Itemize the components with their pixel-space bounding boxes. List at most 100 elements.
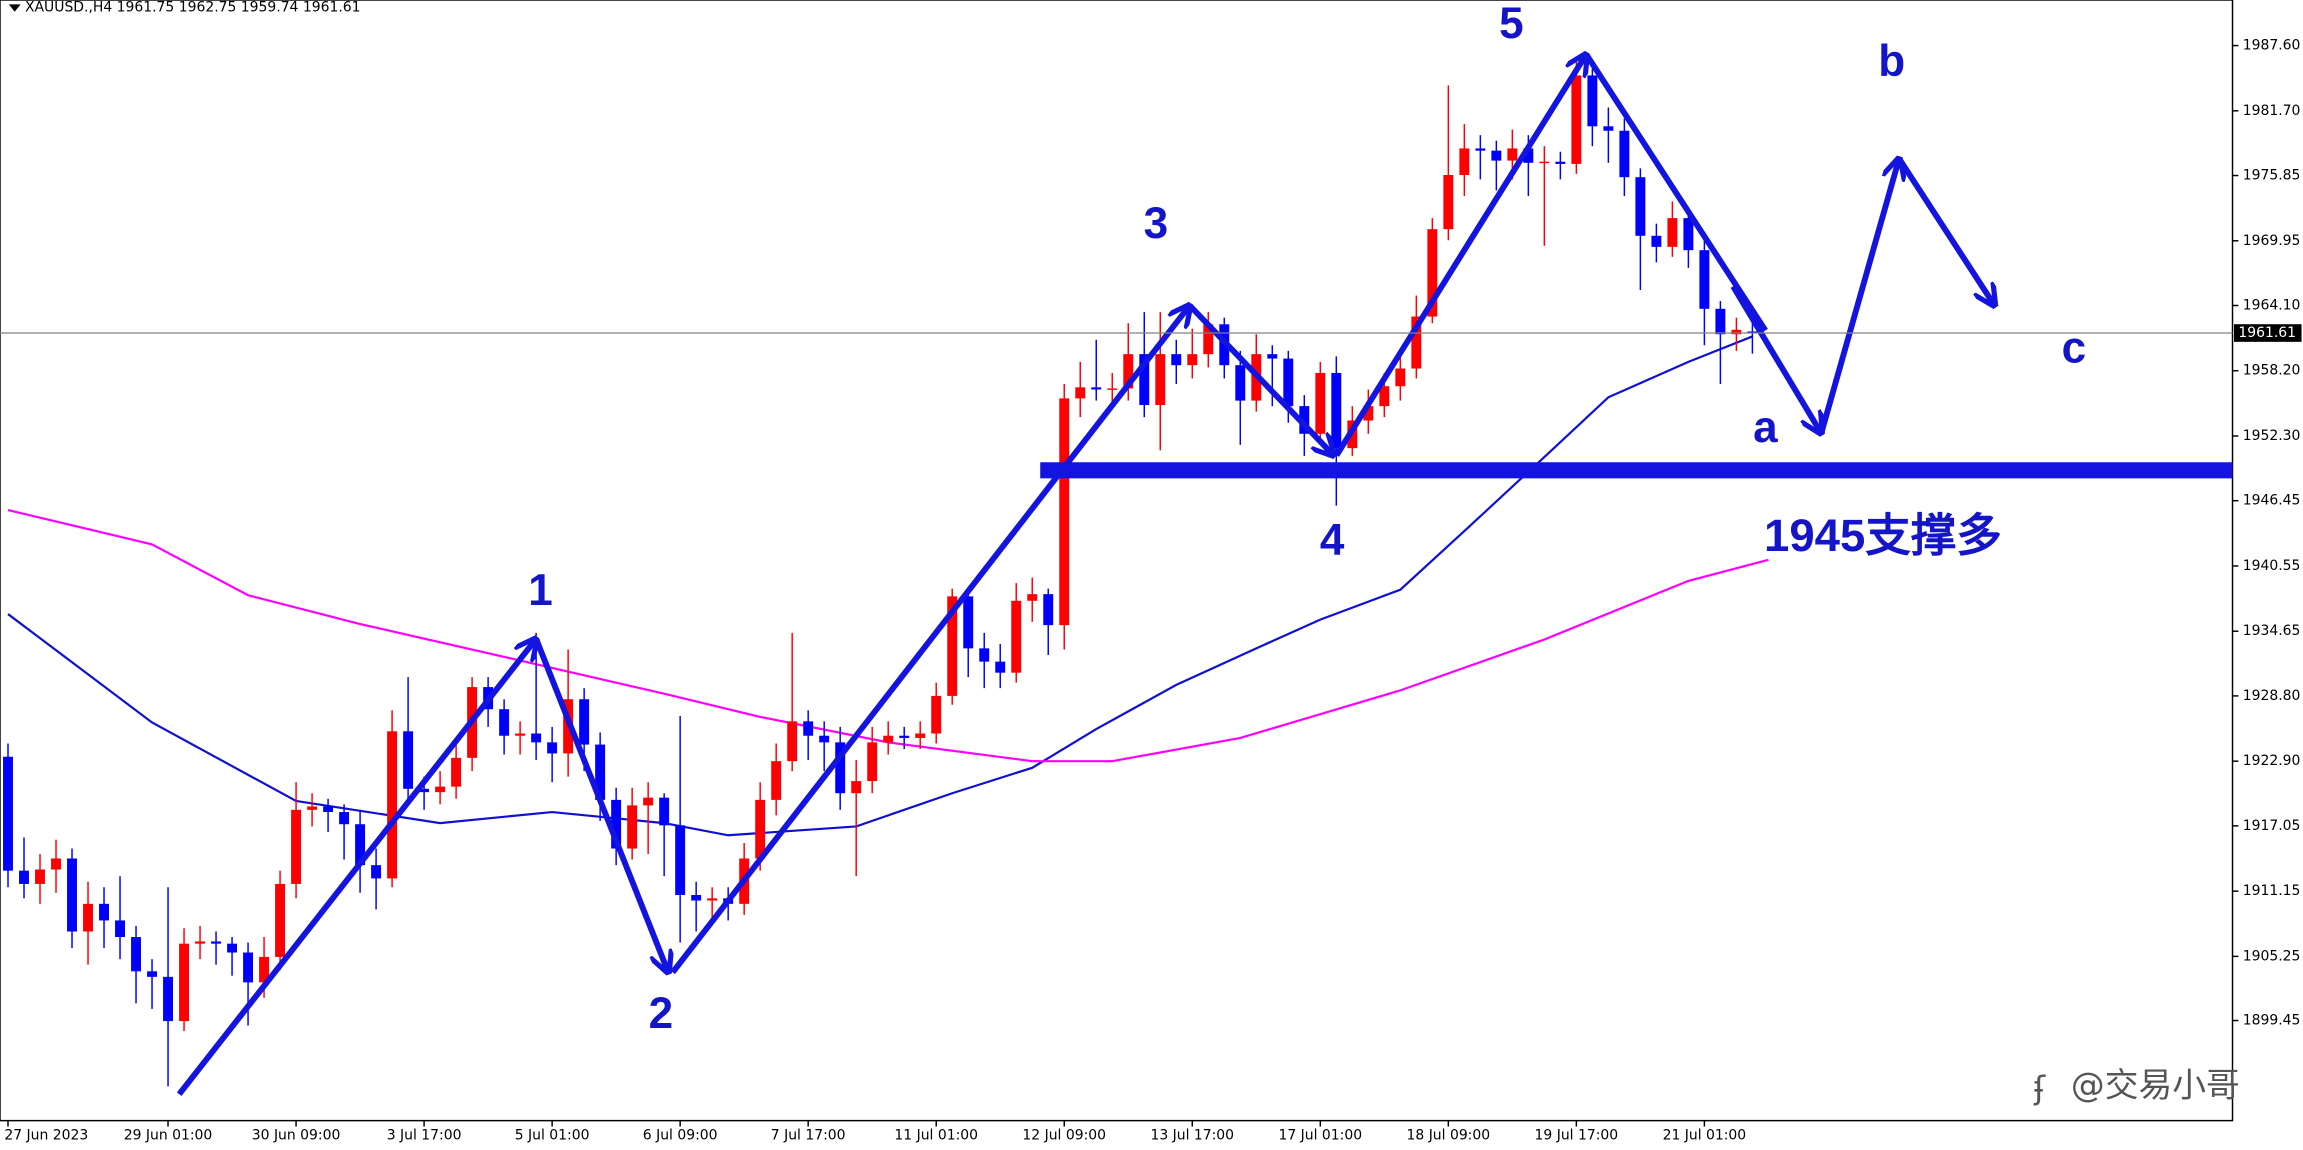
candle-body xyxy=(979,648,990,662)
candle-body xyxy=(1443,174,1454,230)
candle-body xyxy=(1507,148,1518,161)
wave-arrow xyxy=(533,637,668,972)
x-tick-label: 11 Jul 01:00 xyxy=(894,1127,978,1143)
y-tick-label: 1934.65 xyxy=(2243,623,2301,639)
wave-arrow xyxy=(1896,157,1994,306)
support-note: 1945支撑多 xyxy=(1764,510,2002,561)
x-tick-label: 19 Jul 17:00 xyxy=(1535,1127,1619,1143)
wave-arrow xyxy=(176,639,536,1097)
x-tick-label: 17 Jul 01:00 xyxy=(1279,1127,1363,1143)
y-tick-label: 1940.55 xyxy=(2243,558,2301,574)
candle-body xyxy=(1395,368,1406,387)
candle-body xyxy=(1619,130,1630,178)
candle-body xyxy=(659,797,670,826)
candle-body xyxy=(1459,148,1470,175)
y-tick-label: 1952.30 xyxy=(2243,428,2301,444)
candle-body xyxy=(1715,308,1726,335)
candle-body xyxy=(1603,126,1614,131)
candle-body xyxy=(339,812,350,825)
wave-label: 1 xyxy=(528,566,553,615)
candle-body xyxy=(1155,354,1166,406)
candle-body xyxy=(259,956,270,983)
candle-body xyxy=(1139,354,1150,406)
wave-arrow xyxy=(1583,52,1768,333)
candle-body xyxy=(131,937,141,972)
x-tick-label: 3 Jul 17:00 xyxy=(387,1127,462,1143)
candle-body xyxy=(1187,354,1198,366)
candle-body xyxy=(1011,600,1022,673)
candle-body xyxy=(1043,594,1054,626)
candle-body xyxy=(1651,235,1662,247)
candle-body xyxy=(323,806,334,813)
candle-body xyxy=(83,903,93,932)
candle-body xyxy=(595,744,606,800)
candle-body xyxy=(115,920,125,938)
y-tick-label: 1922.90 xyxy=(2243,753,2301,769)
candle-body xyxy=(1363,406,1374,421)
candle-body xyxy=(307,806,318,810)
candle-body xyxy=(1683,218,1694,251)
candle-body xyxy=(1075,387,1086,399)
candle-body xyxy=(691,894,702,901)
candle-body xyxy=(1555,161,1566,164)
candle-body xyxy=(1379,386,1390,407)
candle-body xyxy=(883,735,894,743)
x-tick-label: 27 Jun 2023 xyxy=(4,1127,88,1143)
candle-body xyxy=(403,731,414,789)
candle-body xyxy=(211,941,222,944)
candle-body xyxy=(643,797,654,806)
y-tick-label: 1899.45 xyxy=(2243,1013,2301,1029)
candle-body xyxy=(371,865,382,879)
wave-label: 4 xyxy=(1320,516,1345,565)
candle-body xyxy=(1539,161,1550,164)
candle-body xyxy=(771,761,782,800)
wave-arrow xyxy=(670,305,1190,975)
y-tick-label: 1987.60 xyxy=(2243,38,2301,54)
wave-arrows xyxy=(176,52,1994,1097)
y-tick-label: 1911.15 xyxy=(2243,883,2301,899)
candle-body xyxy=(1475,148,1486,151)
candle-body xyxy=(1523,148,1534,163)
wave-arrow xyxy=(1730,284,1821,433)
candle-body xyxy=(1635,177,1646,236)
candle-body xyxy=(51,858,61,870)
candle-body xyxy=(3,756,13,871)
y-tick-label: 1969.95 xyxy=(2243,233,2301,249)
candle-body xyxy=(1091,387,1102,390)
candle-body xyxy=(1491,150,1502,161)
candle-body xyxy=(915,733,926,738)
candle-body xyxy=(1027,594,1038,601)
candle-body xyxy=(835,742,846,794)
candle-body xyxy=(1107,388,1118,390)
candle-body xyxy=(67,858,77,932)
candle-body xyxy=(899,735,910,738)
wave-label: 2 xyxy=(649,989,674,1038)
candle-body xyxy=(1059,398,1070,626)
candle-body xyxy=(1299,406,1310,434)
y-tick-label: 1975.85 xyxy=(2243,168,2301,184)
y-tick-label: 1917.05 xyxy=(2243,818,2301,834)
candle-body xyxy=(1203,324,1214,355)
candle-body xyxy=(851,781,862,794)
candle-body xyxy=(1235,365,1246,401)
candle-body xyxy=(1283,358,1294,407)
candle-body xyxy=(243,952,254,983)
candle-body xyxy=(291,809,302,884)
candle-body xyxy=(675,825,686,895)
candle-body xyxy=(995,661,1006,673)
x-tick-label: 18 Jul 09:00 xyxy=(1407,1127,1491,1143)
candle-body xyxy=(179,943,190,1022)
wave-arrow xyxy=(1334,54,1587,457)
candle-body xyxy=(963,596,974,649)
candle-body xyxy=(947,596,958,696)
candle-body xyxy=(547,742,558,754)
symbol-info: XAUUSD.,H4 1961.75 1962.75 1959.74 1961.… xyxy=(25,0,361,15)
candle-body xyxy=(1315,372,1326,434)
wave-label: 5 xyxy=(1499,0,1524,48)
candle-body xyxy=(451,757,462,787)
wave-label: 3 xyxy=(1144,199,1169,248)
candle-body xyxy=(1571,75,1582,164)
x-tick-label: 12 Jul 09:00 xyxy=(1022,1127,1106,1143)
candle-body xyxy=(1171,354,1182,366)
